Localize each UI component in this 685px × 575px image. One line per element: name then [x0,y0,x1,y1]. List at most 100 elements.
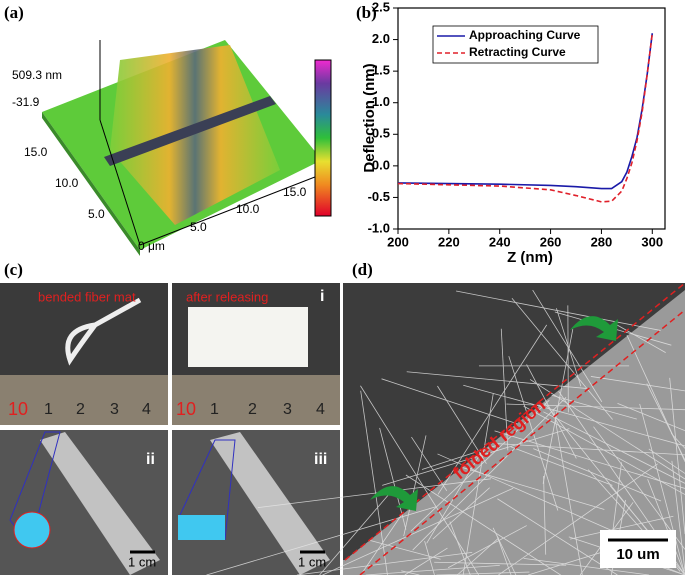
fiber [365,564,500,575]
fold-line [344,282,685,561]
y-tick-label: 2.5 [372,0,390,14]
fiber [369,539,441,560]
fiber [382,428,570,486]
ruler [172,375,340,425]
fiber [526,364,577,459]
panel-label: (c) [4,260,23,279]
scale-label: 1 cm [128,554,156,569]
legend-label: Retracting Curve [469,45,566,59]
ruler-number: 2 [76,401,85,418]
line-series [397,33,654,203]
fiber [542,329,574,484]
y-axis-title: Deflection (nm) [361,63,378,172]
x-tick-label: 220 [438,234,460,249]
fiber [523,557,650,575]
fiber [671,460,685,572]
fiber [462,393,494,575]
x-tick-label: 260 [540,234,562,249]
fiber [410,400,550,532]
ruler-number: 4 [142,401,151,418]
fiber [403,435,427,537]
fiber [437,324,548,495]
fiber [570,515,674,540]
scale-label: 10 um [616,546,659,563]
line-series [397,33,654,190]
ruler-number: 10 [8,399,28,419]
fiber [639,403,685,575]
fiber [437,453,623,536]
fiber [379,427,407,530]
ruler-number: 1 [210,401,219,418]
fiber-mat [188,307,308,367]
axis-tick-label: 15.0 [283,185,307,199]
ruler [0,375,168,425]
axis-line [139,174,321,246]
x-tick-label: 300 [641,234,663,249]
y-tick-label: 0.5 [372,126,390,141]
fold-arrow [570,316,618,341]
caption: bended fiber mat [38,289,136,304]
rod [210,432,330,575]
chart: 200 220 240 260 280 300 -1.0 -0.5 0.0 0.5 1.0 1.5 2.… [368,0,666,249]
x-tick-label: 280 [591,234,613,249]
photo-label: ii [146,451,155,468]
scale-label: 1 cm [298,554,326,569]
fiber [401,570,420,575]
ruler-number: 4 [316,401,325,418]
fiber [404,547,448,575]
axis-tick-label: 5.0 [190,220,207,234]
fiber [593,426,685,550]
panel-label: (a) [4,3,24,22]
fiber [360,385,480,575]
y-tick-label: -1.0 [368,220,390,235]
fiber [432,487,490,540]
ruler-number: 3 [283,401,292,418]
x-tick-label: 200 [387,234,409,249]
caption: after releasing [186,289,268,304]
axis-tick-label: 0 μm [138,239,165,253]
fiber [498,463,658,575]
fiber [556,308,582,387]
y-tick-label: 2.0 [372,31,390,46]
ruler-number: 1 [44,401,53,418]
ruler-number: 3 [110,401,119,418]
fiber [406,371,587,389]
fiber [617,402,685,431]
z-min-label: -31.9 [12,95,40,109]
fiber [532,289,603,403]
fiber [322,487,514,575]
fold-arrow [370,486,418,511]
y-tick-label: 1.5 [372,63,390,78]
fiber [646,383,685,461]
fiber [360,515,402,575]
fiber [412,397,567,551]
photo-label: i [320,288,324,305]
fiber [319,494,390,575]
fiber [551,394,637,420]
fiber [360,390,388,575]
fiber [206,506,436,575]
axis-tick-label: 10.0 [236,202,260,216]
fiber [553,408,583,575]
axis-line [99,119,141,246]
ruler-number: 10 [176,399,196,419]
zoom-line [179,439,236,541]
photo-label: iii [314,451,327,468]
afm-surface [42,40,322,256]
axis-tick-label: 5.0 [88,207,105,221]
fiber [296,551,473,575]
legend-label: Approaching Curve [469,28,581,42]
fiber [613,322,666,353]
y-tick-label: -0.5 [368,189,390,204]
fiber [257,478,491,509]
fiber [612,462,622,533]
fiber [647,479,685,575]
fiber [405,474,561,575]
y-tick-label: 1.0 [372,94,390,109]
panel-label: (d) [352,260,373,279]
panel-label: (b) [356,3,377,22]
fiber [590,376,685,392]
rod [40,432,160,575]
fiber [460,466,605,510]
